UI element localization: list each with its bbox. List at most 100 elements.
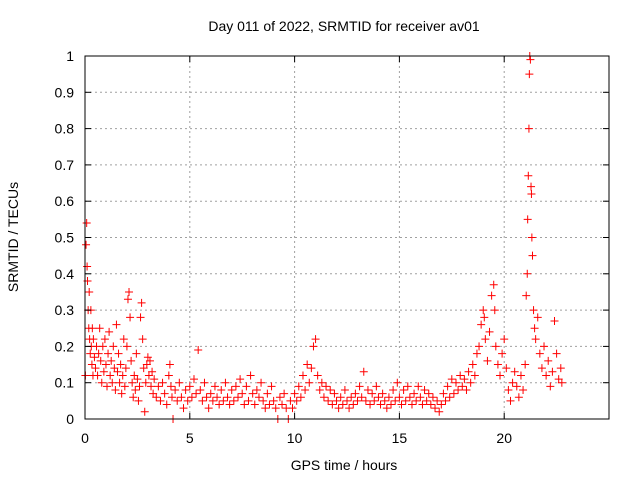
x-tick-label: 5 xyxy=(186,430,194,446)
data-point xyxy=(200,378,209,387)
data-point xyxy=(433,396,442,405)
data-point xyxy=(219,396,228,405)
data-point xyxy=(231,382,240,391)
x-tick-label: 10 xyxy=(287,430,303,446)
data-point xyxy=(550,316,559,325)
data-point xyxy=(112,320,121,329)
data-point xyxy=(397,400,406,409)
data-point xyxy=(104,349,113,358)
data-point xyxy=(525,70,534,79)
data-point xyxy=(100,335,109,344)
data-point xyxy=(313,371,322,380)
data-point xyxy=(98,342,107,351)
data-point xyxy=(267,382,276,391)
data-point xyxy=(83,262,92,271)
data-point xyxy=(368,389,377,398)
x-axis-title: GPS time / hours xyxy=(291,457,398,473)
data-point xyxy=(544,356,553,365)
data-point xyxy=(116,360,125,369)
data-point xyxy=(462,385,471,394)
data-point xyxy=(206,389,215,398)
data-point xyxy=(530,324,539,333)
data-point xyxy=(546,382,555,391)
data-point xyxy=(531,335,540,344)
data-point xyxy=(107,356,116,365)
data-point xyxy=(148,367,157,376)
data-point xyxy=(410,389,419,398)
data-point xyxy=(493,360,502,369)
data-point xyxy=(317,378,326,387)
y-tick-label: 0.1 xyxy=(55,375,75,391)
data-point xyxy=(122,342,131,351)
data-point xyxy=(521,360,530,369)
data-point xyxy=(227,385,236,394)
data-point xyxy=(466,378,475,387)
data-point xyxy=(480,313,489,322)
data-point xyxy=(382,404,391,413)
data-point xyxy=(353,396,362,405)
y-tick-label: 0.6 xyxy=(55,193,75,209)
data-point xyxy=(399,385,408,394)
y-tick-label: 0.8 xyxy=(55,121,75,137)
data-point xyxy=(261,404,270,413)
data-point xyxy=(208,396,217,405)
data-point xyxy=(340,385,349,394)
y-tick-label: 0.5 xyxy=(55,230,75,246)
data-point xyxy=(158,378,167,387)
data-point xyxy=(441,396,450,405)
data-point xyxy=(393,378,402,387)
data-point xyxy=(115,378,124,387)
data-point xyxy=(523,215,532,224)
data-point xyxy=(87,360,96,369)
data-point xyxy=(82,218,91,227)
data-point xyxy=(240,400,249,409)
data-point xyxy=(403,382,412,391)
data-point xyxy=(512,382,521,391)
data-point xyxy=(90,353,99,362)
y-tick-label: 0.2 xyxy=(55,338,75,354)
data-point xyxy=(246,371,255,380)
data-point xyxy=(288,404,297,413)
data-point xyxy=(426,400,435,409)
data-point xyxy=(363,385,372,394)
data-point xyxy=(198,396,207,405)
data-point xyxy=(500,335,509,344)
data-point xyxy=(292,396,301,405)
data-point xyxy=(105,327,114,336)
data-point xyxy=(418,400,427,409)
data-point xyxy=(280,389,289,398)
data-point xyxy=(85,287,94,296)
data-point xyxy=(456,371,465,380)
data-point xyxy=(238,389,247,398)
data-point xyxy=(275,393,284,402)
data-point xyxy=(103,382,112,391)
data-point xyxy=(187,393,196,402)
data-point xyxy=(540,342,549,351)
data-point xyxy=(263,389,272,398)
data-point xyxy=(343,396,351,405)
y-tick-label: 0 xyxy=(66,411,74,427)
data-point xyxy=(183,396,192,405)
data-point xyxy=(387,400,396,409)
x-tick-label: 15 xyxy=(392,430,408,446)
y-tick-label: 1 xyxy=(66,48,74,64)
data-point xyxy=(527,182,536,191)
y-axis-title: SRMTID / TECUs xyxy=(5,182,21,292)
data-point xyxy=(357,393,366,402)
data-point xyxy=(528,251,537,260)
data-point xyxy=(307,364,316,373)
data-point xyxy=(445,393,454,402)
data-point xyxy=(88,324,97,333)
data-point xyxy=(94,349,103,358)
data-point xyxy=(355,382,364,391)
data-point xyxy=(91,364,100,373)
data-point xyxy=(305,378,314,387)
data-point xyxy=(93,371,102,380)
data-point xyxy=(152,393,161,402)
y-tick-label: 0.7 xyxy=(55,157,75,173)
data-point xyxy=(136,313,145,322)
data-point xyxy=(479,306,488,315)
data-point xyxy=(338,400,347,409)
data-point xyxy=(420,385,429,394)
